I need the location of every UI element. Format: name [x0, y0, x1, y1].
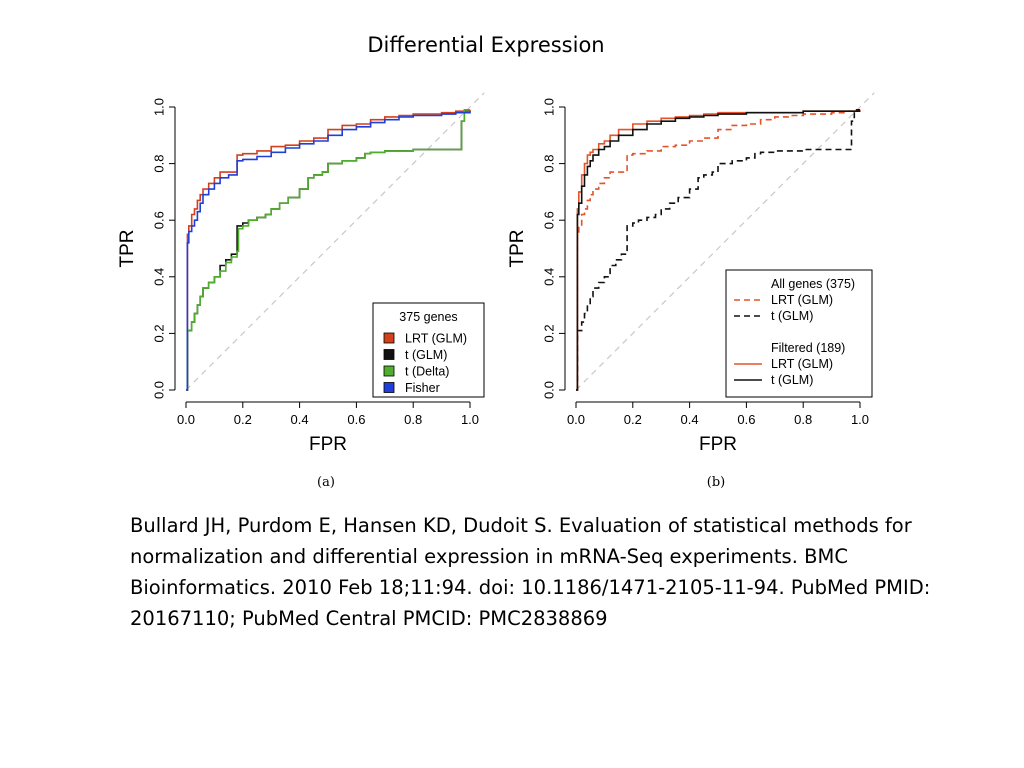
panel-b-legend: All genes (375) LRT (GLM) t (GLM) Filtered … [726, 270, 872, 397]
panel-b-legend-label: t (GLM) [771, 373, 813, 387]
panel-b-legend-group-title: Filtered (189) [771, 341, 845, 355]
panel-b-y-tick-label: 0.6 [541, 211, 556, 229]
panel-a-x-axis-label: FPR [309, 434, 347, 455]
panel-a-legend-swatch [384, 366, 394, 376]
panel-a-y-tick-label: 0.4 [151, 268, 166, 286]
panel-b-x-tick-label: 1.0 [851, 412, 869, 427]
panel-a-y-tick-label: 1.0 [151, 98, 166, 116]
panel-b-legend-label: t (GLM) [771, 309, 813, 323]
panel-b-y-tick-label: 0.4 [541, 268, 556, 286]
panel-a-legend: 375 genes LRT (GLM) t (GLM) t (Delta) Fisher [373, 303, 484, 397]
panel-a-legend-label: LRT (GLM) [405, 332, 467, 346]
panel-a-x-tick-label: 0.6 [347, 412, 365, 427]
panel-a-x-tick-label: 1.0 [461, 412, 479, 427]
panel-a-x-tick-label: 0.4 [291, 412, 309, 427]
panel-a-legend-swatch [384, 350, 394, 360]
citation-text: Bullard JH, Purdom E, Hansen KD, Dudoit … [130, 510, 960, 634]
roc-panel-b: 0.0 0.2 0.4 0.6 0.8 1.0 TPR 0.0 0.2 0.4 0.6 0.8 1.0 F… [507, 93, 874, 490]
panel-a-legend-title: 375 genes [399, 310, 457, 324]
panel-a-legend-label: t (Delta) [405, 365, 449, 379]
roc-figure: 0.0 0.2 0.4 0.6 0.8 1.0 TPR 0.0 0.2 0.4 0.6 0.8 1.0 F… [0, 0, 1024, 500]
panel-b-x-tick-label: 0.6 [737, 412, 755, 427]
panel-a-y-tick-label: 0.8 [151, 155, 166, 173]
panel-b-x-tick-label: 0.2 [624, 412, 642, 427]
panel-a-legend-swatch [384, 333, 394, 343]
panel-b-legend-group-title: All genes (375) [771, 277, 855, 291]
panel-b-legend-label: LRT (GLM) [771, 357, 833, 371]
panel-a-y-tick-label: 0.6 [151, 211, 166, 229]
panel-a-legend-label: Fisher [405, 381, 440, 395]
panel-b-y-tick-label: 0.0 [541, 381, 556, 399]
panel-b-y-axis-label: TPR [507, 230, 528, 268]
panel-a-legend-swatch [384, 383, 394, 393]
panel-b-x-axis-label: FPR [699, 434, 737, 455]
panel-b-x-tick-label: 0.4 [681, 412, 699, 427]
panel-b-y-tick-label: 0.2 [541, 324, 556, 342]
panel-a-y-tick-label: 0.2 [151, 324, 166, 342]
panel-a-y-tick-label: 0.0 [151, 381, 166, 399]
panel-a-x-tick-label: 0.8 [404, 412, 422, 427]
panel-a-x-tick-label: 0.2 [234, 412, 252, 427]
panel-a-legend-label: t (GLM) [405, 348, 447, 362]
panel-a-label: (a) [317, 475, 335, 490]
panel-b-x-tick-label: 0.8 [794, 412, 812, 427]
panel-a-y-axis-label: TPR [117, 230, 138, 268]
panel-b-label: (b) [707, 475, 725, 490]
panel-b-legend-label: LRT (GLM) [771, 293, 833, 307]
roc-panel-a: 0.0 0.2 0.4 0.6 0.8 1.0 TPR 0.0 0.2 0.4 0.6 0.8 1.0 F… [117, 93, 484, 490]
panel-a-x-tick-label: 0.0 [177, 412, 195, 427]
panel-b-x-tick-label: 0.0 [567, 412, 585, 427]
panel-b-y-tick-label: 1.0 [541, 98, 556, 116]
panel-b-y-tick-label: 0.8 [541, 155, 556, 173]
